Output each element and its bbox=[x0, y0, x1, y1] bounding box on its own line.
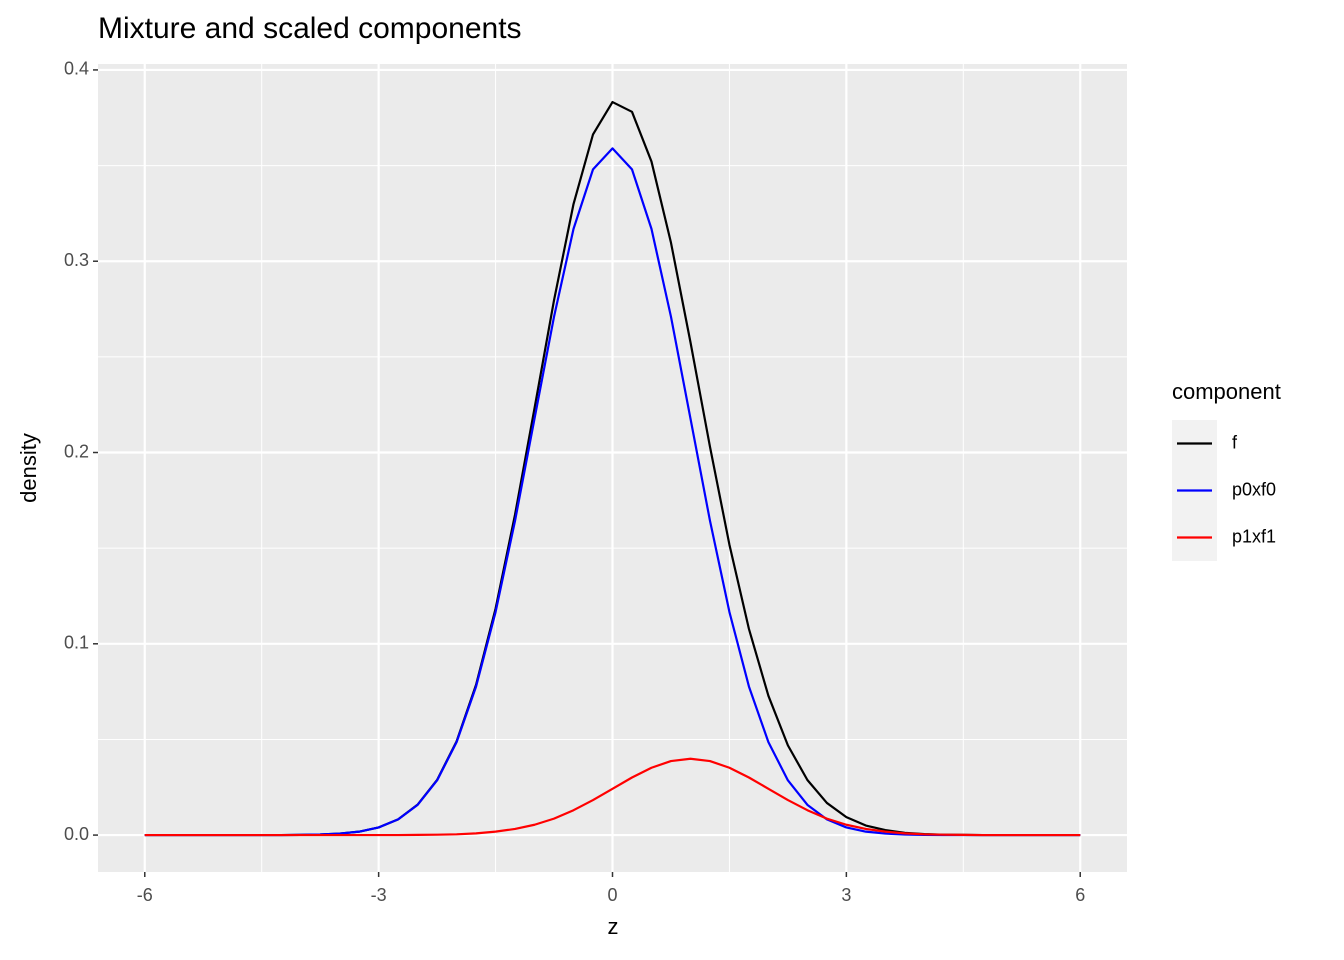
x-tick-label: 6 bbox=[1075, 885, 1085, 905]
x-tick-label: -6 bbox=[137, 885, 153, 905]
y-tick-label: 0.0 bbox=[64, 824, 89, 844]
y-tick-label: 0.3 bbox=[64, 250, 89, 270]
legend-label: f bbox=[1232, 432, 1238, 452]
x-tick-label: 3 bbox=[841, 885, 851, 905]
x-axis-title: z bbox=[608, 914, 619, 939]
legend-label: p1xf1 bbox=[1232, 526, 1276, 546]
x-tick-label: 0 bbox=[607, 885, 617, 905]
y-tick-label: 0.4 bbox=[64, 59, 89, 79]
legend-title: component bbox=[1172, 379, 1281, 404]
x-tick-label: -3 bbox=[371, 885, 387, 905]
chart-title: Mixture and scaled components bbox=[98, 12, 522, 45]
y-axis-title: density bbox=[16, 433, 41, 503]
y-tick-label: 0.2 bbox=[64, 441, 89, 461]
legend-label: p0xf0 bbox=[1232, 479, 1276, 499]
line bbox=[144, 757, 1081, 837]
y-tick-label: 0.1 bbox=[64, 633, 89, 653]
